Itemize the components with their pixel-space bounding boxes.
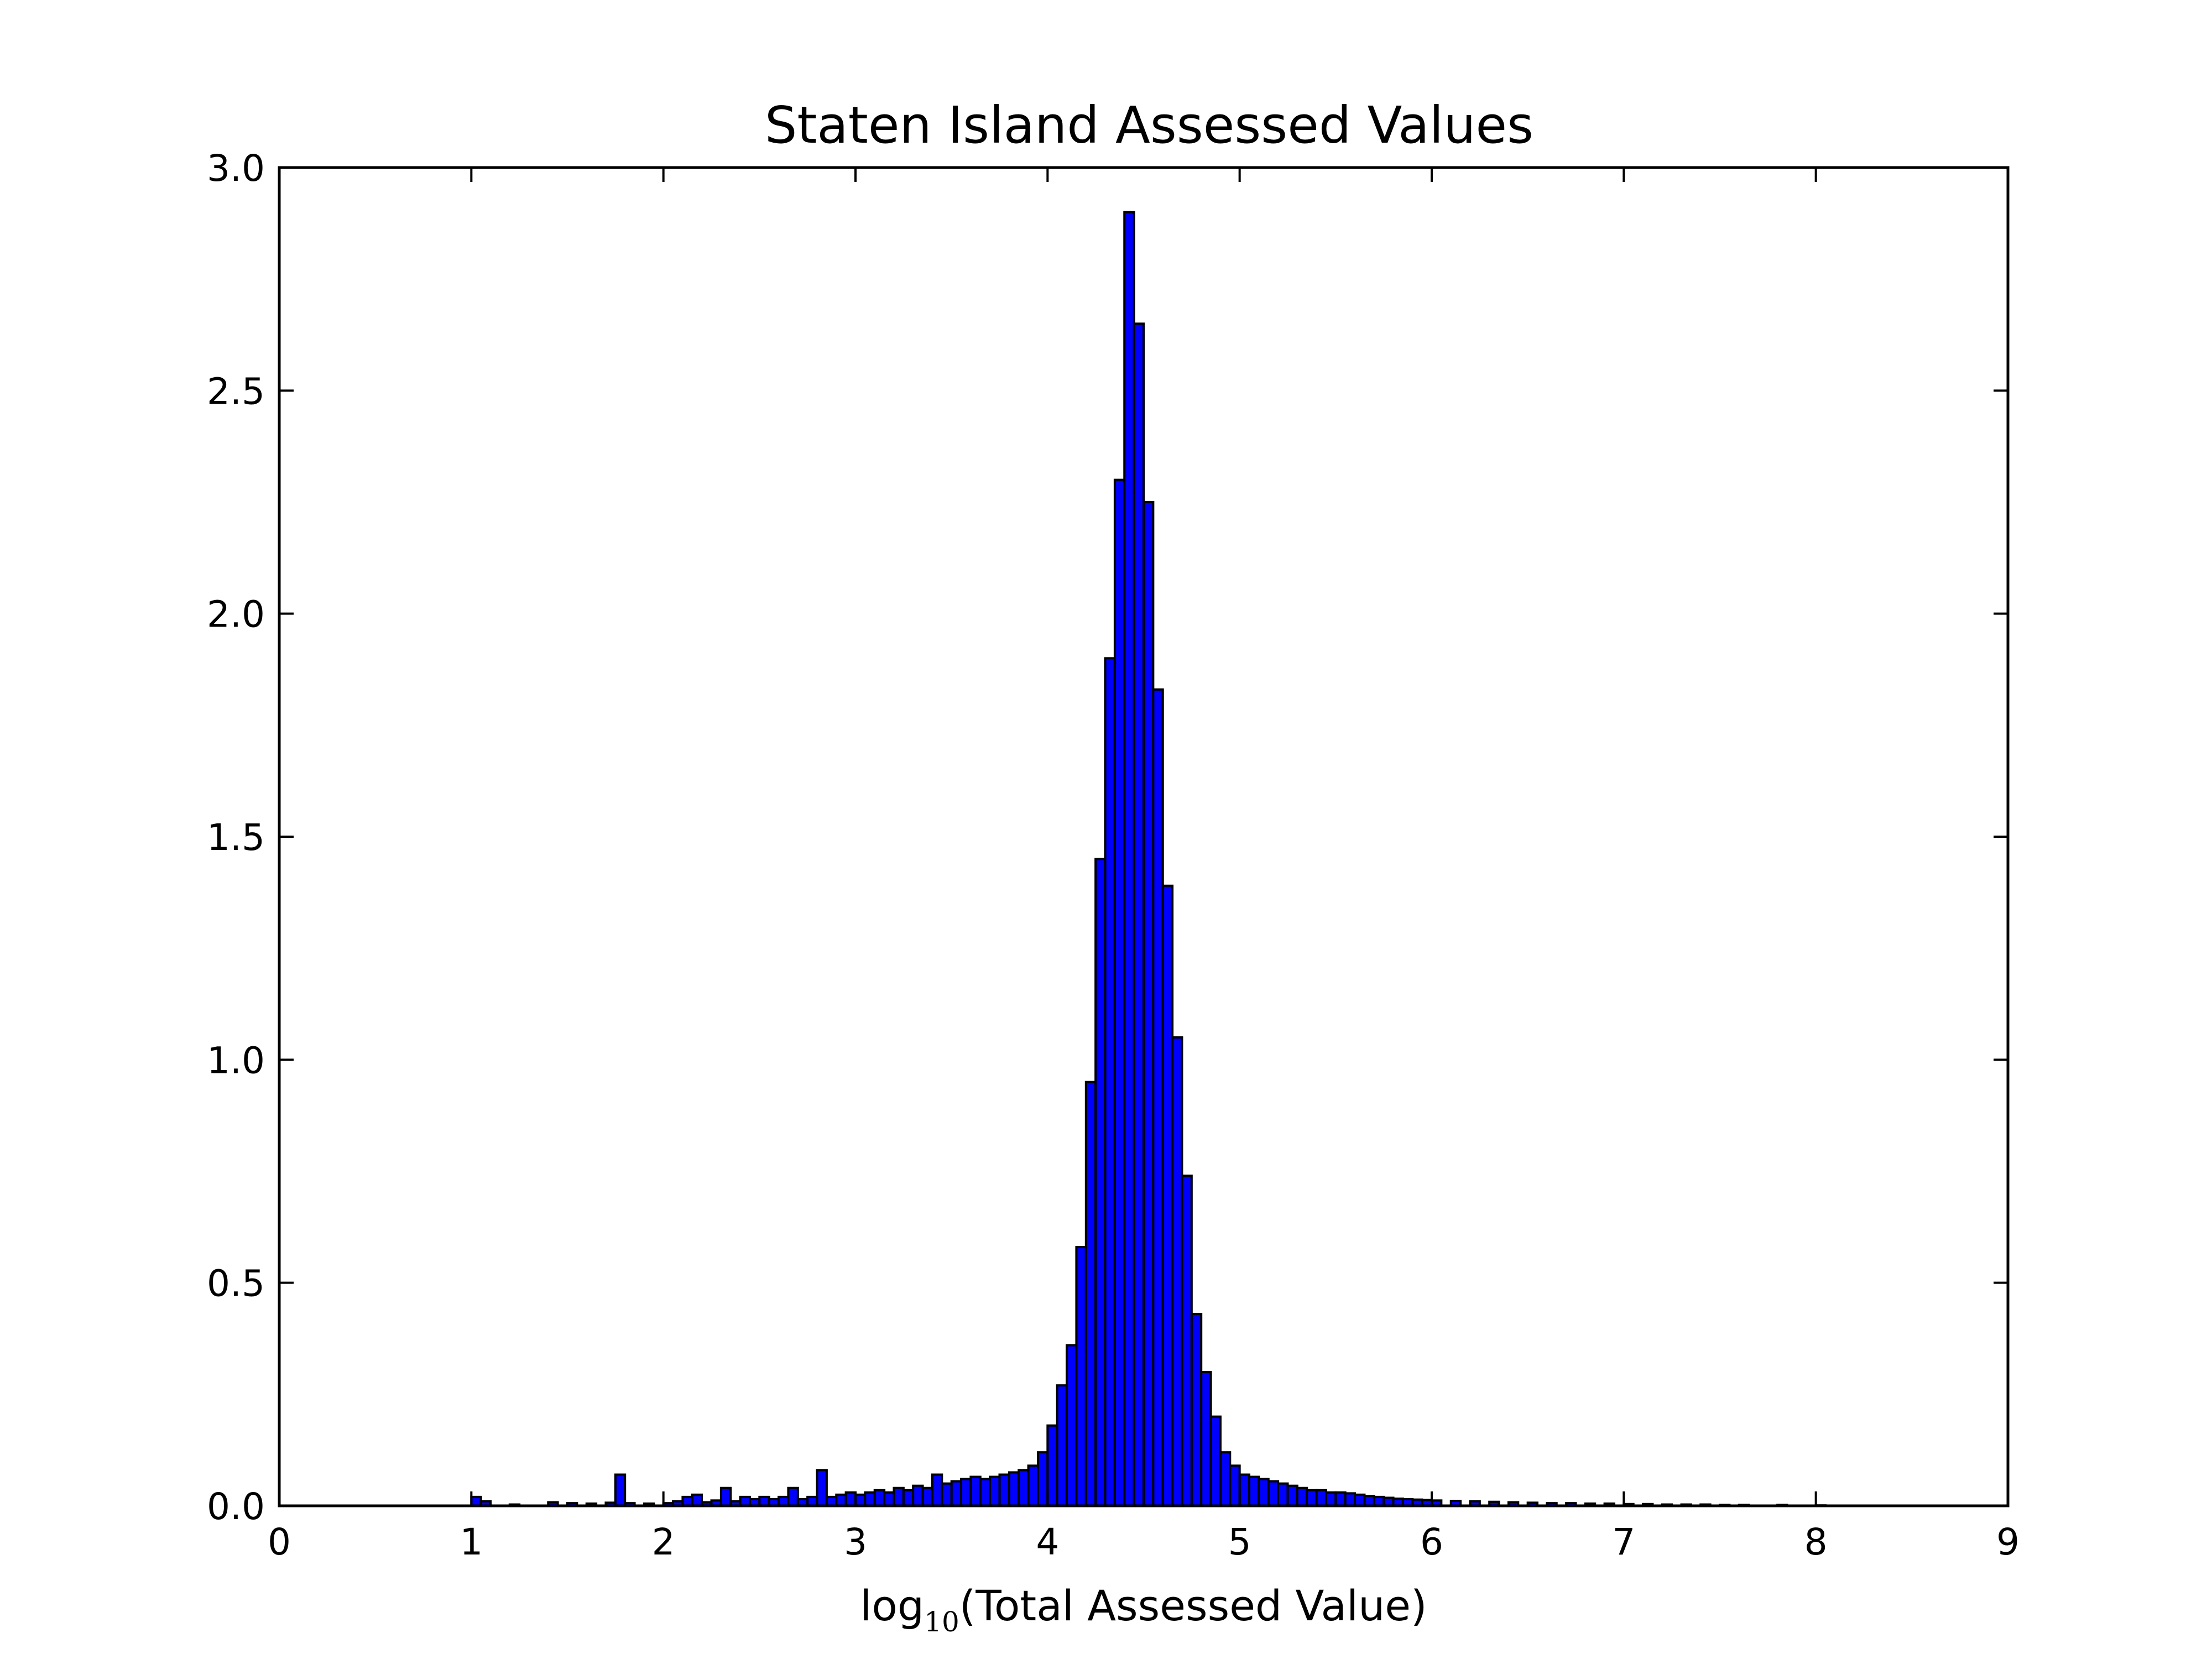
- histogram-bar: [1046, 1424, 1058, 1507]
- histogram-bar: [864, 1491, 876, 1507]
- histogram-bar: [1056, 1384, 1068, 1507]
- histogram-bar: [1171, 1036, 1183, 1507]
- histogram-bar: [1133, 322, 1145, 1507]
- histogram-bar: [1123, 211, 1135, 1507]
- y-tick-label: 3.0: [207, 147, 265, 190]
- histogram-bar: [1190, 1313, 1203, 1507]
- x-axis-label-prefix: log: [860, 1581, 924, 1630]
- histogram-bar: [1104, 657, 1116, 1507]
- histogram-bar: [1267, 1480, 1280, 1507]
- histogram-bar: [1344, 1492, 1357, 1507]
- histogram-bar: [1008, 1471, 1020, 1507]
- histogram-bar: [1018, 1469, 1030, 1507]
- x-tick-label: 7: [1612, 1521, 1635, 1563]
- x-axis-label: log10(Total Assessed Value): [860, 1581, 1427, 1638]
- histogram-bar: [1142, 501, 1155, 1507]
- histogram-bar: [1324, 1491, 1337, 1507]
- histogram-bar: [989, 1475, 1001, 1507]
- histogram-bar: [1229, 1464, 1241, 1507]
- histogram-bar: [1334, 1491, 1347, 1507]
- y-tick-label: 0.5: [207, 1262, 265, 1305]
- histogram-bar: [893, 1486, 905, 1507]
- histogram-bar: [960, 1478, 972, 1507]
- histogram-bar: [1181, 1175, 1193, 1507]
- histogram-bar: [1161, 884, 1174, 1507]
- histogram-bar: [931, 1473, 943, 1507]
- x-tick-label: 1: [460, 1521, 483, 1563]
- histogram-bar: [1277, 1482, 1289, 1507]
- histogram-bar: [835, 1493, 847, 1507]
- histogram-bar: [1363, 1495, 1375, 1507]
- y-tick-label: 0.0: [207, 1485, 265, 1528]
- tick-labels: 0 1 2 3 4 5 6 7 8 9 0.0 0.5 1.0 1.5 2.0 2.5 3.0: [207, 147, 2020, 1563]
- histogram-bar: [912, 1484, 924, 1507]
- histogram-bar: [1066, 1344, 1078, 1507]
- histogram-bar: [1152, 688, 1164, 1507]
- histogram-bar: [691, 1493, 703, 1507]
- histogram-bar: [883, 1491, 895, 1507]
- y-tick-label: 2.5: [207, 370, 265, 413]
- histogram-bar: [902, 1489, 915, 1507]
- x-tick-label: 6: [1420, 1521, 1443, 1563]
- histogram-bar: [1354, 1493, 1366, 1507]
- histogram-bar: [873, 1489, 886, 1507]
- histogram-bar: [1075, 1246, 1087, 1507]
- x-axis-label-suffix: (Total Assessed Value): [959, 1581, 1427, 1630]
- histogram-bar: [1036, 1451, 1049, 1507]
- histogram-bar: [1113, 478, 1126, 1507]
- histogram-bar: [1258, 1478, 1270, 1507]
- x-tick-label: 3: [844, 1521, 867, 1563]
- x-tick-label: 5: [1228, 1521, 1251, 1563]
- histogram-bar: [998, 1473, 1010, 1507]
- histogram-bar: [787, 1486, 799, 1507]
- histogram-bar: [854, 1493, 867, 1507]
- histogram-bar: [941, 1482, 953, 1507]
- histogram-bar: [1094, 858, 1107, 1507]
- histogram-bar: [1315, 1489, 1327, 1507]
- histogram-bar: [844, 1491, 857, 1507]
- histogram-bar: [979, 1478, 992, 1507]
- x-tick-label: 0: [268, 1521, 291, 1563]
- x-tick-label: 9: [1996, 1521, 2020, 1563]
- histogram-bar: [719, 1486, 732, 1507]
- histogram-bar: [950, 1480, 963, 1507]
- chart-title: Staten Island Assessed Values: [765, 96, 1533, 155]
- histogram-bar: [1248, 1475, 1260, 1507]
- histogram-bar: [816, 1469, 828, 1507]
- histogram-bar: [1084, 1081, 1097, 1507]
- histogram-bar: [614, 1473, 627, 1507]
- x-tick-label: 2: [652, 1521, 675, 1563]
- plot-frame: [278, 166, 2010, 1507]
- histogram-bar: [1306, 1489, 1318, 1507]
- y-tick-label: 1.0: [207, 1039, 265, 1082]
- x-axis-label-subscript: 10: [924, 1606, 959, 1638]
- histogram-bar: [1219, 1451, 1232, 1507]
- y-tick-label: 1.5: [207, 816, 265, 859]
- histogram-bar: [1027, 1464, 1039, 1507]
- x-tick-label: 8: [1804, 1521, 1828, 1563]
- histogram-bar: [1200, 1371, 1212, 1507]
- y-tick-label: 2.0: [207, 593, 265, 636]
- x-tick-label: 4: [1036, 1521, 1059, 1563]
- histogram-bar: [1209, 1415, 1222, 1507]
- histogram-bar: [969, 1475, 982, 1507]
- histogram-bar: [1238, 1473, 1251, 1507]
- histogram-bar: [921, 1486, 933, 1507]
- histogram-bar: [1286, 1484, 1298, 1507]
- histogram-bar: [1296, 1486, 1308, 1507]
